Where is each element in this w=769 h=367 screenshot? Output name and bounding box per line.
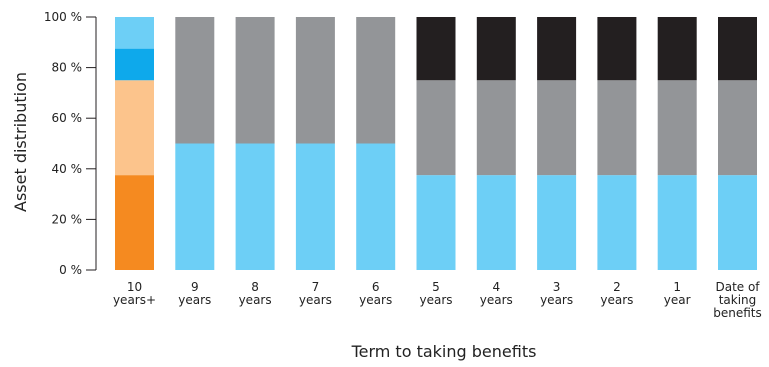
bar-stack — [657, 17, 697, 270]
bar-stack — [476, 17, 516, 270]
bar-segment — [295, 17, 335, 144]
bar-stack — [235, 17, 275, 270]
bar-segment — [356, 17, 396, 144]
y-tick-label: 40 % — [52, 162, 83, 176]
y-tick-label: 0 % — [59, 263, 82, 277]
x-category-label: 6 years — [359, 280, 392, 307]
x-category-label: 3 years — [540, 280, 573, 307]
bar-segment — [537, 80, 577, 176]
bar-segment — [416, 80, 456, 176]
x-category-label: 4 years — [480, 280, 513, 307]
bar-segment — [597, 17, 637, 81]
bar-stack — [115, 17, 154, 270]
y-tick-label: 20 % — [52, 212, 83, 226]
bar-stack — [175, 17, 215, 270]
x-category-label: 9 years — [178, 280, 211, 307]
bar-segment — [295, 143, 335, 270]
x-category-label: 1 year — [664, 280, 691, 307]
bar-segment — [718, 17, 757, 81]
bar-segment — [597, 175, 637, 270]
bar-segment — [657, 17, 697, 81]
y-axis-title: Asset distribution — [11, 72, 30, 212]
bar-segment — [657, 80, 697, 176]
x-axis-title: Term to taking benefits — [351, 342, 537, 361]
bar-stack — [416, 17, 456, 270]
bar-segment — [476, 175, 516, 270]
bar-segment — [718, 175, 757, 270]
bar-segment — [537, 17, 577, 81]
bar-segment — [657, 175, 697, 270]
bar-segment — [537, 175, 577, 270]
bar-segment — [115, 17, 154, 49]
bar-segment — [416, 175, 456, 270]
x-category-label: Date of taking benefits — [713, 280, 762, 320]
x-category-label: 8 years — [239, 280, 272, 307]
bar-segment — [476, 17, 516, 81]
bar-segment — [235, 143, 275, 270]
bar-segment — [416, 17, 456, 81]
y-tick-label: 100 % — [44, 10, 82, 24]
bar-stack — [537, 17, 577, 270]
bars — [115, 17, 757, 270]
y-tick-label: 60 % — [52, 111, 83, 125]
bar-stack — [295, 17, 335, 270]
x-category-label: 2 years — [600, 280, 633, 307]
bar-segment — [115, 80, 154, 176]
bar-segment — [476, 80, 516, 176]
bar-segment — [718, 80, 757, 176]
x-category-label: 10 years+ — [113, 280, 156, 307]
bar-stack — [718, 17, 757, 270]
bar-segment — [175, 17, 215, 144]
bar-stack — [356, 17, 396, 270]
x-category-label: 5 years — [419, 280, 452, 307]
bar-segment — [175, 143, 215, 270]
bar-segment — [115, 175, 154, 270]
bar-stack — [597, 17, 637, 270]
x-category-label: 7 years — [299, 280, 332, 307]
x-axis-labels: 10 years+ 9 years 8 years 7 years 6 years 5 years 4 y… — [113, 280, 762, 320]
bar-segment — [115, 48, 154, 81]
bar-segment — [597, 80, 637, 176]
bar-segment — [356, 143, 396, 270]
y-axis: 0 % 20 % 40 % 60 % 80 % 100 % — [44, 10, 97, 277]
y-tick-label: 80 % — [52, 61, 83, 75]
bar-segment — [235, 17, 275, 144]
